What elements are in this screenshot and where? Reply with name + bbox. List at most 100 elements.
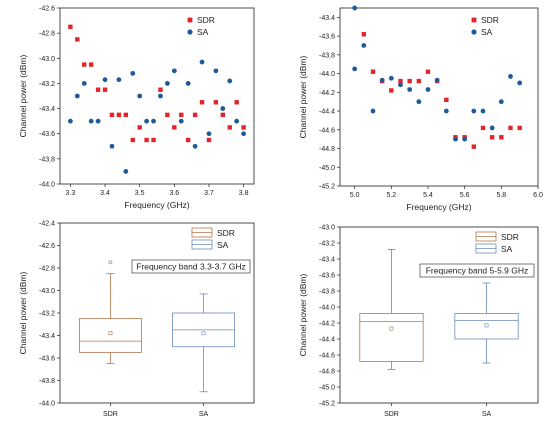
y-tick-label: -44.2 bbox=[319, 321, 335, 328]
data-point-sa bbox=[489, 125, 495, 131]
y-tick-label: -43.4 bbox=[319, 15, 335, 22]
legend-label-sdr: SDR bbox=[217, 228, 235, 238]
data-point-sa bbox=[67, 118, 73, 124]
annotation-box bbox=[419, 263, 535, 278]
data-point-sdr bbox=[192, 112, 198, 118]
data-point-sdr bbox=[158, 87, 163, 92]
chart-1: -42.6 -42.8 -43.0 -43.2 -43.4 -43.6 -43.8 -44.0… bbox=[18, 6, 255, 210]
data-point-sa bbox=[462, 136, 468, 142]
data-point-sdr bbox=[102, 87, 108, 92]
data-point-sa bbox=[241, 131, 247, 137]
x-axis-label: Frequency (GHz) bbox=[406, 202, 471, 212]
y-tick-label: -44.8 bbox=[319, 369, 335, 376]
box-sdr bbox=[359, 312, 424, 362]
box-sa bbox=[454, 312, 519, 340]
box-sdr bbox=[79, 318, 142, 353]
data-point-sdr bbox=[75, 37, 80, 42]
data-point-sdr bbox=[416, 78, 422, 84]
y-tick-label: -43.0 bbox=[39, 56, 55, 63]
y-axis-label: Channel power (dBm) bbox=[18, 271, 28, 354]
y-tick-label: -43.4 bbox=[39, 333, 55, 340]
mean-marker bbox=[484, 323, 489, 328]
annotation-text: Frequency band 5-5.9 GHz bbox=[426, 266, 529, 276]
data-point-sa bbox=[130, 70, 136, 76]
data-point-sa bbox=[109, 143, 115, 149]
y-axis-label: Channel power (dBm) bbox=[298, 273, 308, 356]
x-tick-label: 3.6 bbox=[169, 190, 179, 197]
legend-label-sdr: SDR bbox=[481, 15, 499, 25]
legend-label-sdr: SDR bbox=[197, 15, 215, 25]
data-point-sa bbox=[453, 136, 458, 142]
x-axis-label: Frequency (GHz) bbox=[124, 200, 189, 210]
plot-frame bbox=[339, 226, 539, 404]
data-point-sa bbox=[480, 108, 486, 114]
x-tick-label: 3.8 bbox=[239, 190, 249, 197]
data-point-sa bbox=[151, 118, 156, 124]
data-point-sa bbox=[416, 99, 422, 105]
data-point-sdr bbox=[471, 144, 477, 149]
y-tick-label: -43.8 bbox=[319, 289, 335, 296]
y-axis-label: Channel power (dBm) bbox=[298, 55, 308, 138]
y-tick-label: -45.0 bbox=[319, 385, 335, 392]
data-point-sa bbox=[185, 81, 191, 86]
data-point-sa bbox=[95, 118, 101, 124]
x-tick-label: 6.0 bbox=[533, 192, 543, 199]
data-point-sdr bbox=[499, 135, 504, 140]
data-point-sdr bbox=[185, 137, 191, 143]
data-point-sa bbox=[434, 77, 440, 83]
y-tick-label: -44.4 bbox=[319, 109, 335, 116]
x-tick-label: 5.0 bbox=[350, 192, 360, 199]
data-point-sdr bbox=[407, 78, 412, 84]
mean-marker bbox=[201, 331, 206, 336]
data-point-sa bbox=[116, 77, 122, 83]
data-point-sa bbox=[498, 99, 504, 105]
data-point-sa bbox=[352, 66, 358, 72]
data-point-sdr bbox=[220, 112, 226, 118]
legend-label-sa: SA bbox=[481, 27, 493, 37]
x-tick-label: 5.4 bbox=[423, 192, 433, 199]
data-point-sdr bbox=[137, 125, 142, 130]
y-tick-label: -43.2 bbox=[39, 311, 55, 318]
y-tick-label: -43.2 bbox=[319, 241, 335, 248]
data-point-sdr bbox=[517, 125, 522, 131]
x-tick-label: 3.3 bbox=[66, 190, 76, 197]
data-point-sa bbox=[74, 93, 80, 99]
data-point-sa bbox=[102, 77, 108, 83]
data-point-sa bbox=[379, 77, 385, 83]
y-tick-label: -43.0 bbox=[39, 288, 55, 295]
legend-marker-sdr bbox=[187, 17, 193, 23]
data-point-sdr bbox=[389, 88, 394, 93]
y-tick-label: -44.6 bbox=[319, 353, 335, 360]
chart-2: -43.4 -43.6 -43.8 -44.0 -44.2 -44.4 -44.6 -44.8… bbox=[298, 5, 543, 212]
data-point-sdr bbox=[370, 69, 376, 74]
x-tick-label: SA bbox=[199, 411, 209, 418]
data-point-sdr bbox=[151, 137, 156, 143]
y-tick-label: -43.4 bbox=[39, 106, 55, 113]
y-tick-label: -45.0 bbox=[319, 165, 335, 172]
y-tick-label: -44.4 bbox=[319, 337, 335, 344]
outlier-marker bbox=[108, 260, 113, 265]
y-tick-label: -43.8 bbox=[319, 52, 335, 59]
annotation-box bbox=[131, 259, 251, 274]
data-point-sdr bbox=[199, 100, 205, 105]
chart-4: -43.0 -43.2 -43.4 -43.6 -43.8 -44.0 -44.2 -44.4… bbox=[298, 225, 539, 418]
y-tick-label: -44.0 bbox=[319, 71, 335, 78]
y-tick-label: -43.0 bbox=[319, 225, 335, 232]
data-point-sa bbox=[123, 169, 129, 174]
data-point-sdr bbox=[234, 100, 239, 105]
legend-label-sa: SA bbox=[217, 240, 229, 250]
legend-label-sa: SA bbox=[197, 27, 209, 37]
data-point-sa bbox=[206, 131, 212, 137]
data-point-sdr bbox=[444, 97, 449, 103]
x-tick-label: 3.5 bbox=[135, 190, 145, 197]
y-tick-label: -42.4 bbox=[39, 221, 55, 228]
data-point-sdr bbox=[213, 100, 219, 105]
data-point-sa bbox=[137, 93, 143, 99]
x-tick-label: SA bbox=[482, 411, 492, 418]
data-point-sdr bbox=[109, 112, 115, 118]
y-tick-label: -43.6 bbox=[319, 34, 335, 41]
data-point-sa bbox=[361, 43, 367, 48]
y-tick-label: -44.0 bbox=[39, 182, 55, 189]
data-point-sdr bbox=[241, 125, 246, 130]
x-tick-label: 3.7 bbox=[204, 190, 214, 197]
